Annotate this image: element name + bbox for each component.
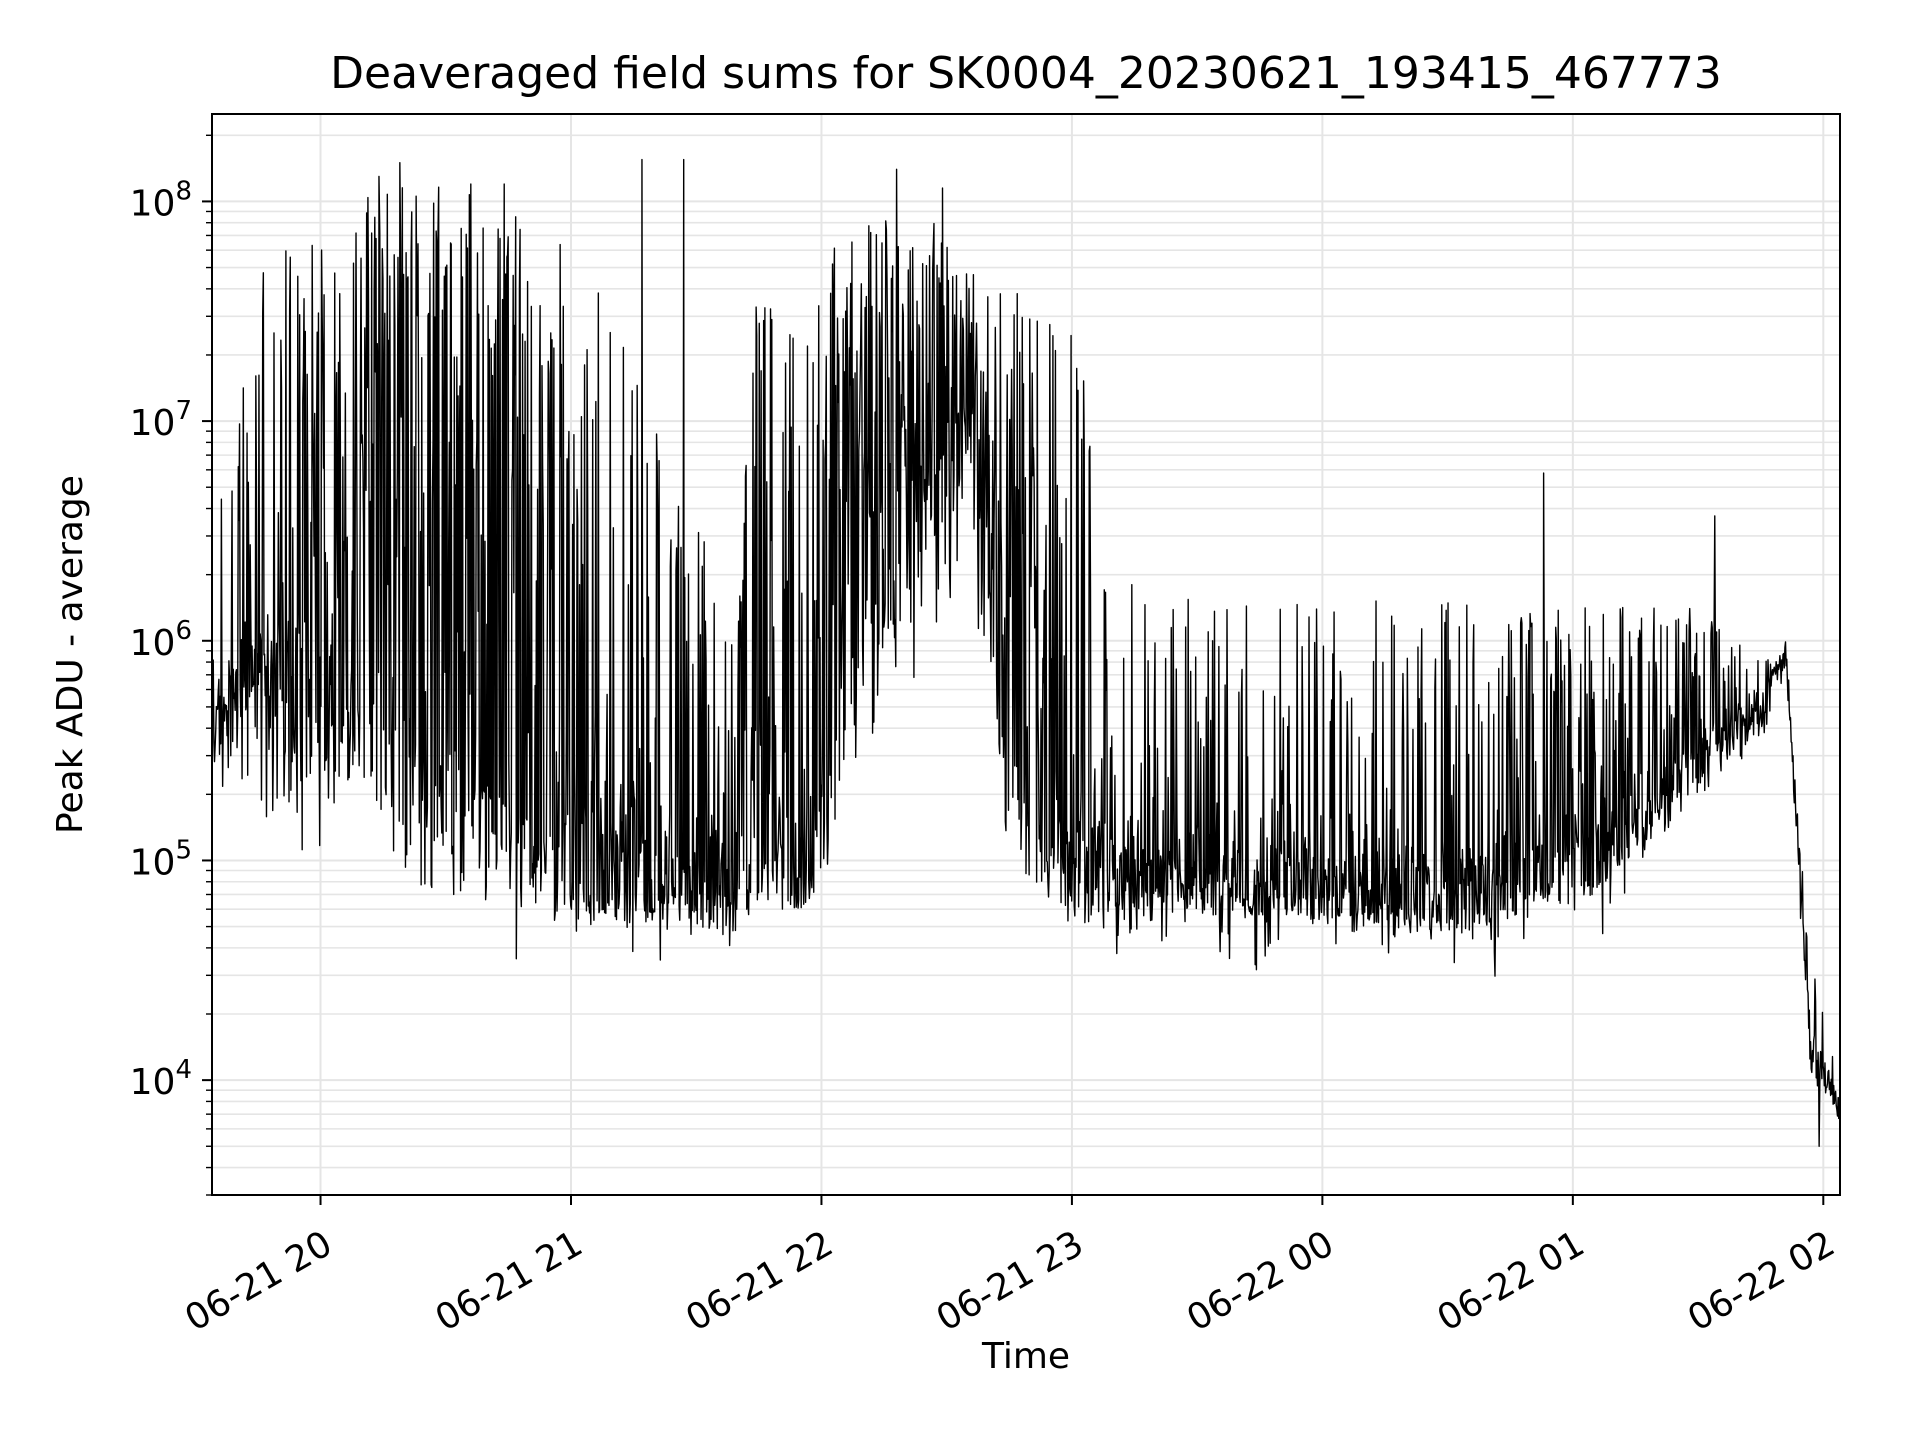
plot-frame: [211, 113, 1841, 1196]
series-line: [211, 158, 1841, 1147]
y-tick-label: 107: [130, 396, 192, 444]
y-tick-label: 104: [130, 1055, 192, 1103]
y-tick-label: 106: [130, 616, 192, 664]
y-axis-label: Peak ADU - average: [50, 475, 91, 834]
x-axis-label: Time: [981, 1336, 1070, 1377]
y-tick-label: 108: [130, 176, 192, 224]
y-tick-label: 105: [130, 835, 192, 883]
chart-title: Deaveraged field sums for SK0004_2023062…: [330, 48, 1722, 99]
